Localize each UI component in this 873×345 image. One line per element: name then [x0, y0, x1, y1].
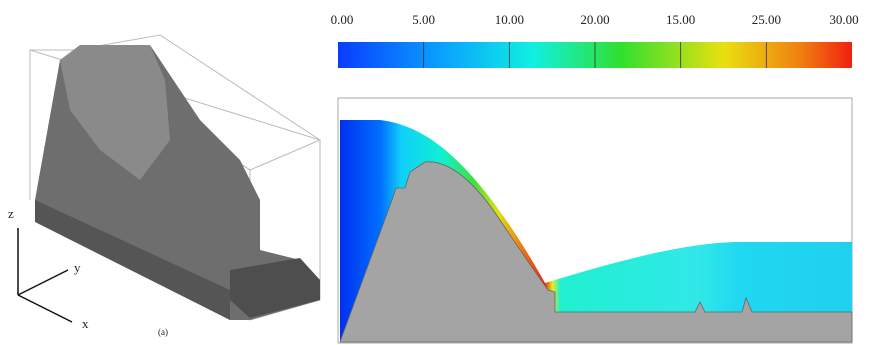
model-3d — [29, 34, 322, 321]
model-face — [35, 200, 230, 320]
model-basin — [230, 258, 320, 318]
colorbar-label: 0.00 — [331, 12, 354, 27]
axis-label: z — [8, 206, 14, 221]
colorbar-label: 20.00 — [580, 12, 609, 27]
colorbar-label: 25.00 — [752, 12, 781, 27]
model-spillway — [60, 45, 170, 180]
axis-label: y — [74, 260, 81, 275]
colorbar-label: 30.00 — [829, 12, 858, 27]
axis-triad — [17, 228, 73, 323]
terrain — [339, 161, 853, 343]
colorbar-label: 5.00 — [412, 12, 435, 27]
colorbar-label: 10.00 — [495, 12, 524, 27]
caption: (a) — [158, 327, 168, 337]
axis-label: x — [82, 316, 89, 331]
colorbar-label: 15.00 — [666, 12, 695, 27]
